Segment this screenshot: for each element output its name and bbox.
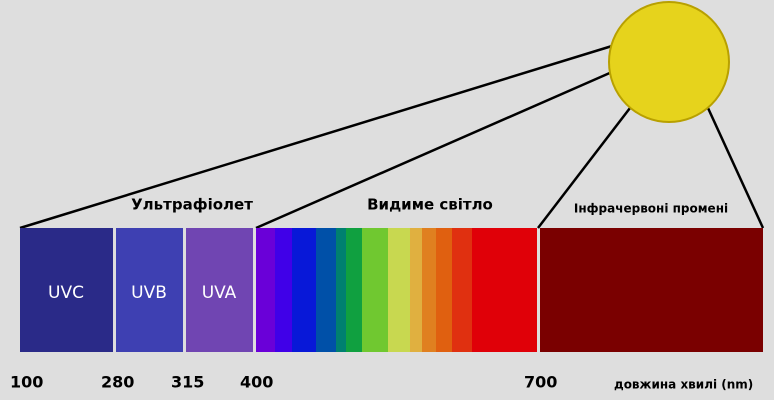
stripe — [422, 228, 436, 352]
stripe — [362, 228, 388, 352]
tick-label: 315 — [171, 373, 204, 392]
ultraviolet-label: Ультрафіолет — [131, 196, 253, 214]
tick-label: 100 — [10, 373, 43, 392]
tick-label: 700 — [524, 373, 557, 392]
unit-label: довжина хвилі (nm) — [614, 378, 753, 392]
sun — [608, 1, 730, 123]
stripe — [336, 228, 346, 352]
ray — [537, 107, 631, 229]
band-label: UVC — [48, 283, 84, 303]
band-label: UVB — [131, 283, 167, 303]
stripe — [436, 228, 452, 352]
tick-label: 280 — [101, 373, 134, 392]
stripe — [292, 228, 316, 352]
infrared-band — [540, 228, 763, 352]
uvb-band — [116, 228, 183, 352]
tick-label: 400 — [240, 373, 273, 392]
stripe — [316, 228, 336, 352]
stripe — [388, 228, 410, 352]
rays — [19, 44, 765, 230]
infrared-label: Інфрачервоні промені — [574, 202, 728, 216]
stripe — [472, 228, 537, 352]
stripe — [256, 228, 275, 352]
stripe — [346, 228, 362, 352]
uvc-band — [20, 228, 113, 352]
visible-label: Видиме світло — [367, 196, 493, 214]
ray — [255, 70, 613, 230]
visible-band — [256, 228, 537, 352]
ray — [19, 44, 613, 230]
stripe — [275, 228, 292, 352]
stripe — [410, 228, 422, 352]
uva-band — [186, 228, 253, 352]
stripe — [452, 228, 472, 352]
band-label: UVA — [202, 283, 237, 303]
ray — [706, 107, 765, 229]
